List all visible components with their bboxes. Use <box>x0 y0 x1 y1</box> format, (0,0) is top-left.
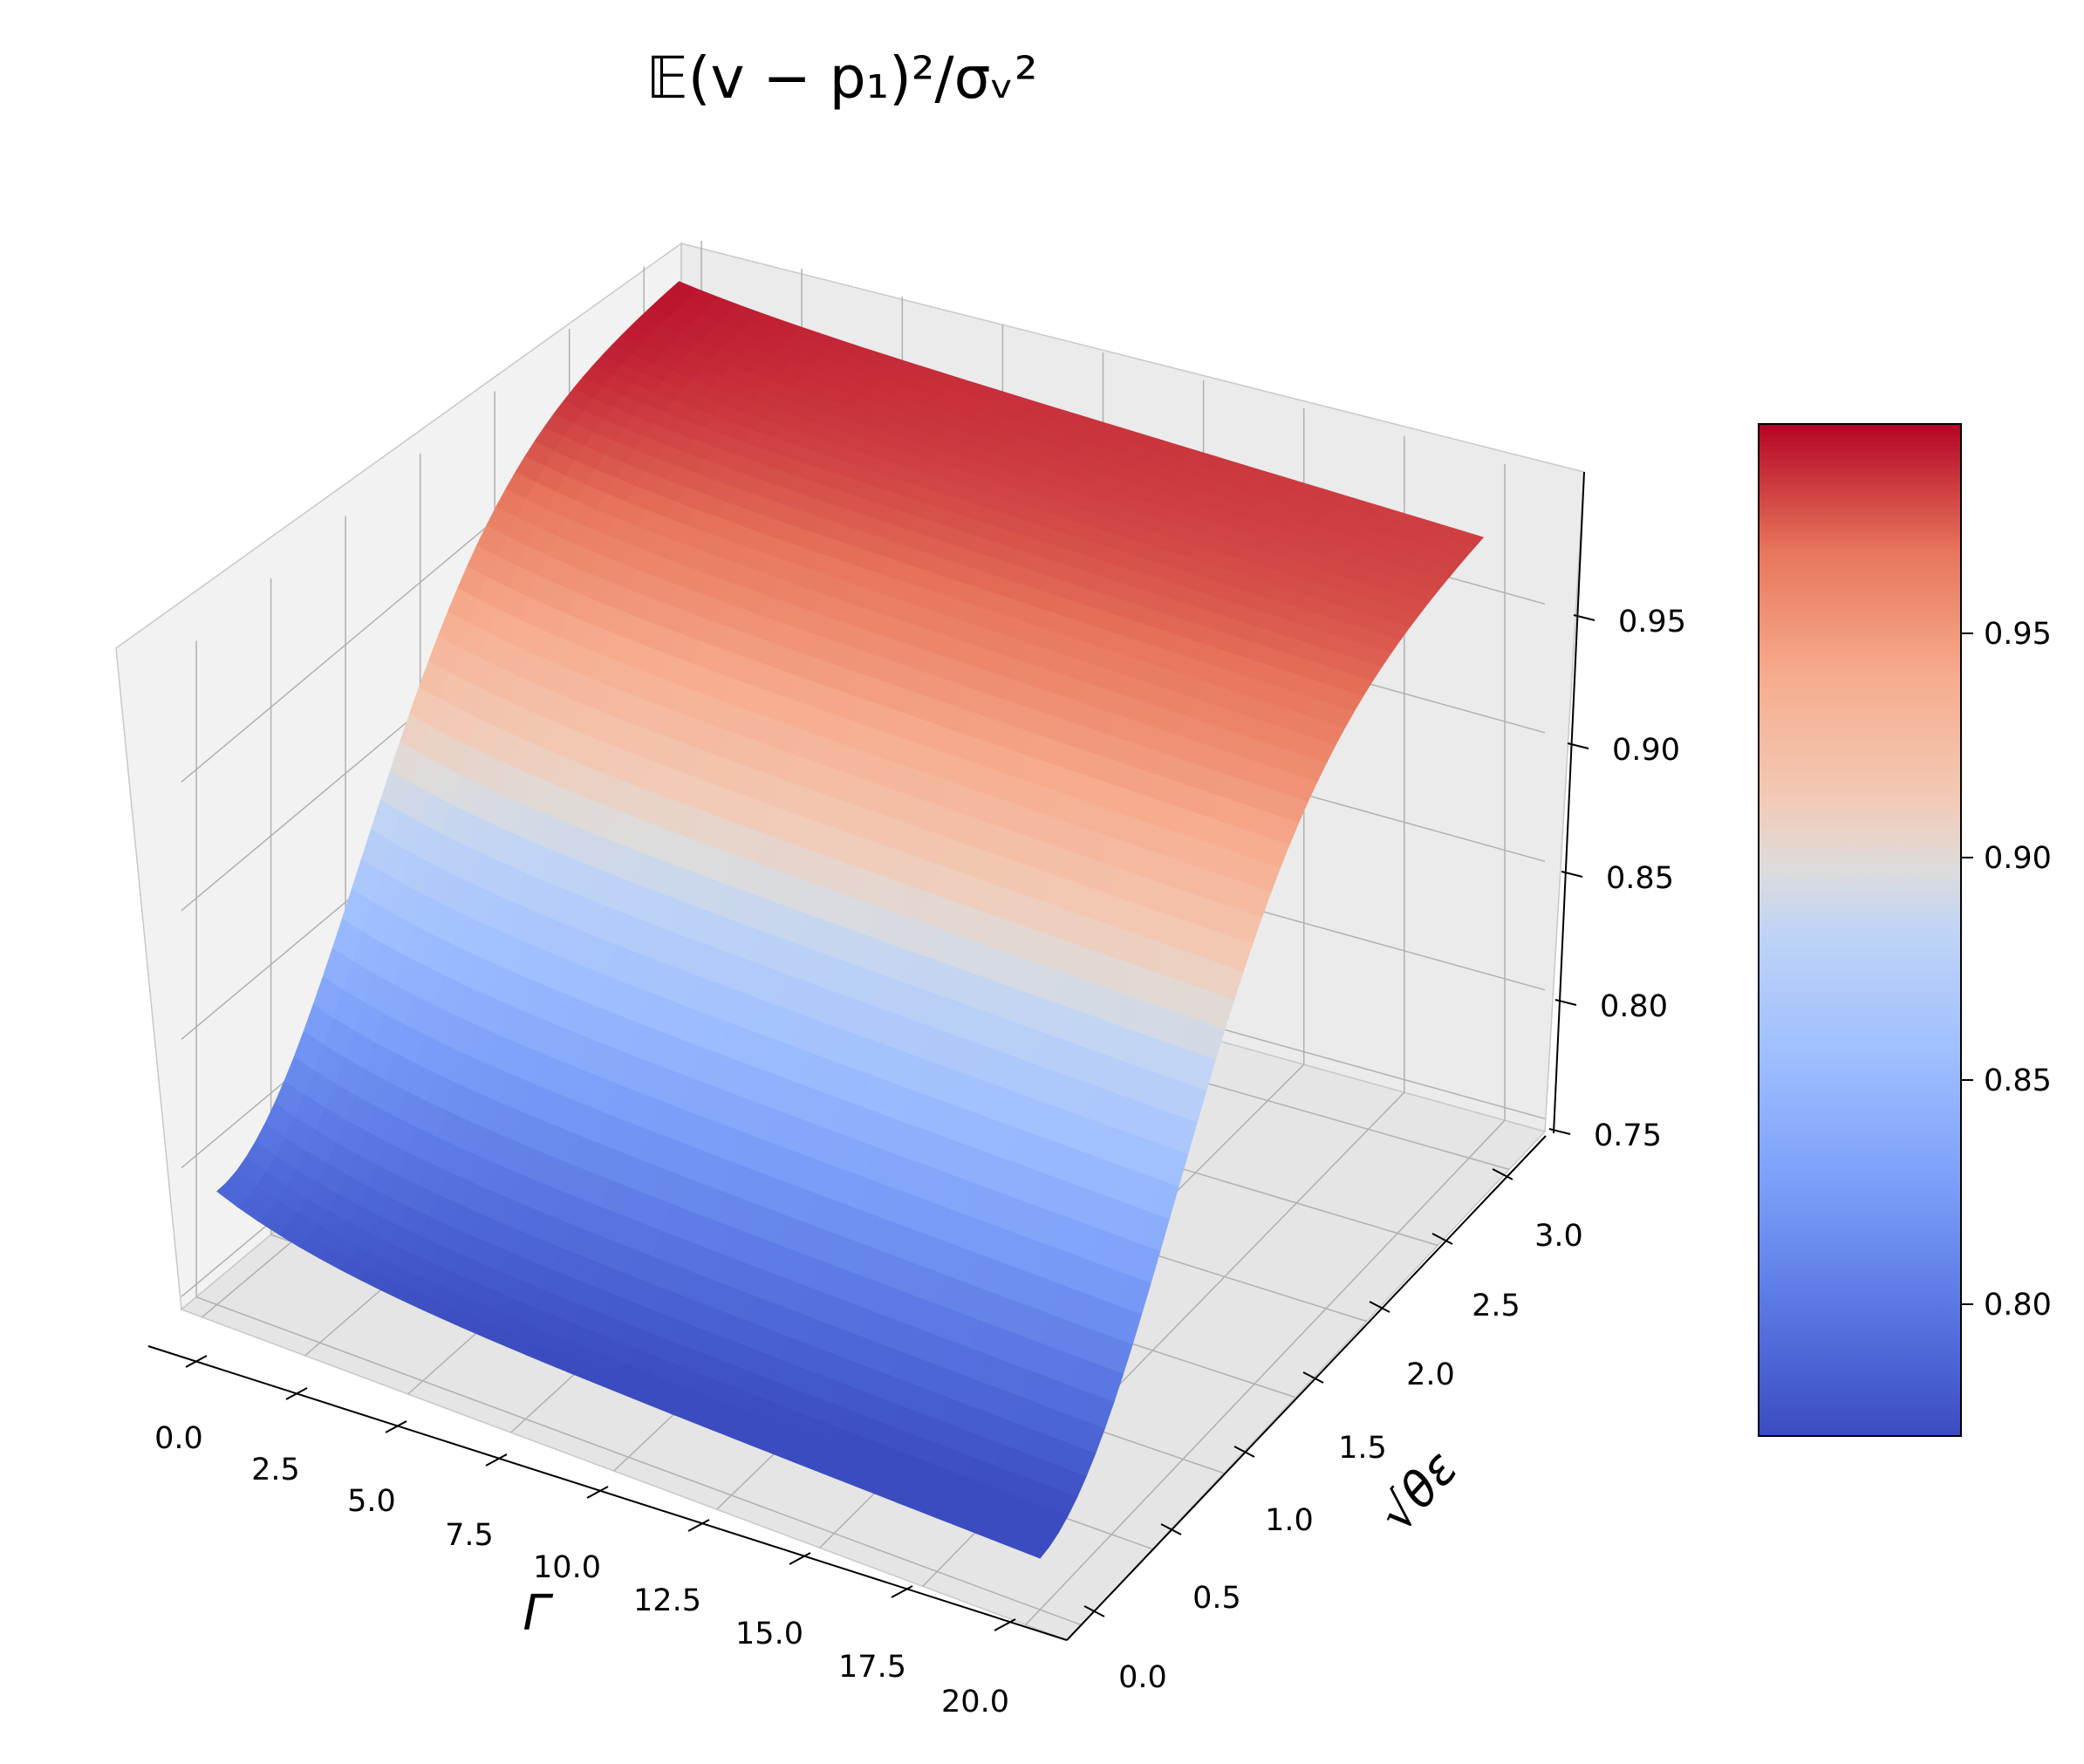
y-tick: 2.5 <box>1431 1233 1520 1323</box>
x-tick: 2.5 <box>251 1387 308 1487</box>
x-tick-label: 5.0 <box>347 1484 396 1519</box>
x-tick-mark <box>687 1519 710 1532</box>
x-axis-line <box>147 1345 1068 1641</box>
x-tick-mark <box>385 1420 407 1433</box>
x-tick-mark <box>789 1552 811 1565</box>
z-tick-mark <box>1554 999 1577 1006</box>
x-tick: 7.5 <box>445 1453 508 1553</box>
colorbar-tick: 0.95 <box>1961 617 2052 652</box>
x-tick-label: 7.5 <box>445 1518 494 1553</box>
z-tick: 0.95 <box>1573 605 1686 639</box>
x-axis-label: Γ <box>523 1585 553 1642</box>
colorbar-tick: 0.85 <box>1961 1063 2052 1098</box>
x-tick-mark <box>485 1453 508 1467</box>
colorbar-tick-label: 0.90 <box>1984 841 2052 876</box>
y-tick-label: 1.0 <box>1265 1503 1314 1538</box>
y-tick-label: 2.0 <box>1406 1357 1455 1392</box>
y-tick: 2.0 <box>1369 1301 1455 1392</box>
x-tick-label: 2.5 <box>251 1453 300 1487</box>
x-tick: 15.0 <box>735 1552 811 1651</box>
x-tick: 0.0 <box>154 1355 208 1456</box>
z-tick-label: 0.75 <box>1594 1118 1662 1153</box>
y-tick: 0.0 <box>1083 1605 1167 1695</box>
x-tick-mark <box>891 1585 913 1598</box>
colorbar-tick: 0.90 <box>1961 841 2052 876</box>
colorbar-tick-label: 0.85 <box>1984 1063 2052 1098</box>
colorbar: 0.80 0.85 0.90 0.95 <box>1758 423 2052 1437</box>
z-ticks: 0.75 0.80 0.85 0.90 0.95 <box>1548 605 1686 1153</box>
y-tick-mark <box>1302 1371 1324 1384</box>
floor-gridline-y <box>195 1296 1082 1626</box>
y-tick-mark <box>1233 1446 1255 1458</box>
x-tick-label: 15.0 <box>735 1617 803 1651</box>
axis-lines <box>147 471 1585 1641</box>
y-tick: 1.0 <box>1233 1446 1314 1538</box>
surface-facet <box>1018 1538 1050 1559</box>
z-tick-mark <box>1567 742 1589 749</box>
x-tick: 20.0 <box>941 1618 1016 1720</box>
z-tick-label: 0.85 <box>1606 861 1674 896</box>
x-tick: 12.5 <box>633 1519 710 1618</box>
z-tick-label: 0.95 <box>1618 605 1686 639</box>
y-ticks: 0.0 0.5 1.0 1.5 2.0 2.5 3.0 <box>1083 1168 1583 1695</box>
y-tick-label: 1.5 <box>1338 1431 1387 1466</box>
colorbar-tick-label: 0.95 <box>1984 617 2052 652</box>
y-tick-label: 0.5 <box>1192 1581 1241 1616</box>
x-tick-label: 17.5 <box>838 1650 906 1685</box>
y-tick-mark <box>1160 1523 1182 1535</box>
z-tick-mark <box>1573 614 1595 621</box>
z-tick-label: 0.80 <box>1600 989 1668 1024</box>
surface <box>216 281 1485 1559</box>
y-tick-mark <box>1369 1301 1390 1313</box>
x-tick-label: 12.5 <box>633 1583 701 1618</box>
x-tick-mark <box>586 1486 609 1499</box>
z-tick-mark <box>1561 871 1583 878</box>
y-tick: 1.5 <box>1302 1371 1387 1466</box>
y-tick-mark <box>1083 1605 1105 1617</box>
x-tick-label: 0.0 <box>154 1421 203 1456</box>
floor-gridline-x <box>1025 1119 1506 1625</box>
x-tick-mark <box>185 1355 208 1368</box>
y-tick-mark <box>1492 1168 1513 1180</box>
colorbar-tick-label: 0.80 <box>1984 1288 2052 1323</box>
chart-title: 𝔼(v − p₁)²/σᵥ² <box>646 44 1038 112</box>
z-tick: 0.85 <box>1561 861 1674 896</box>
z-tick-label: 0.90 <box>1612 733 1680 768</box>
y-tick-label: 0.0 <box>1118 1660 1167 1695</box>
y-tick-label: 3.0 <box>1534 1219 1583 1254</box>
colorbar-gradient <box>1758 423 1962 1437</box>
z-tick-mark <box>1548 1128 1571 1135</box>
z-axis-line <box>1553 471 1585 1134</box>
colorbar-tick: 0.80 <box>1961 1288 2052 1323</box>
z-tick: 0.80 <box>1554 989 1668 1024</box>
x-tick: 17.5 <box>838 1585 913 1685</box>
x-tick: 10.0 <box>533 1486 609 1585</box>
x-ticks: 0.0 2.5 5.0 7.5 10.0 12.5 15.0 17.5 20.0 <box>154 1355 1016 1720</box>
x-tick-label: 20.0 <box>941 1685 1009 1720</box>
x-tick-mark <box>994 1618 1016 1631</box>
z-tick: 0.75 <box>1548 1118 1662 1153</box>
y-axis-line <box>1066 1135 1547 1641</box>
x-tick-mark <box>285 1387 308 1400</box>
y-tick: 0.5 <box>1160 1523 1241 1616</box>
y-tick-mark <box>1431 1233 1453 1245</box>
x-tick: 5.0 <box>347 1420 407 1519</box>
x-tick-label: 10.0 <box>533 1550 601 1585</box>
y-tick: 3.0 <box>1492 1168 1583 1254</box>
z-tick: 0.90 <box>1567 733 1680 768</box>
y-tick-label: 2.5 <box>1472 1289 1520 1323</box>
